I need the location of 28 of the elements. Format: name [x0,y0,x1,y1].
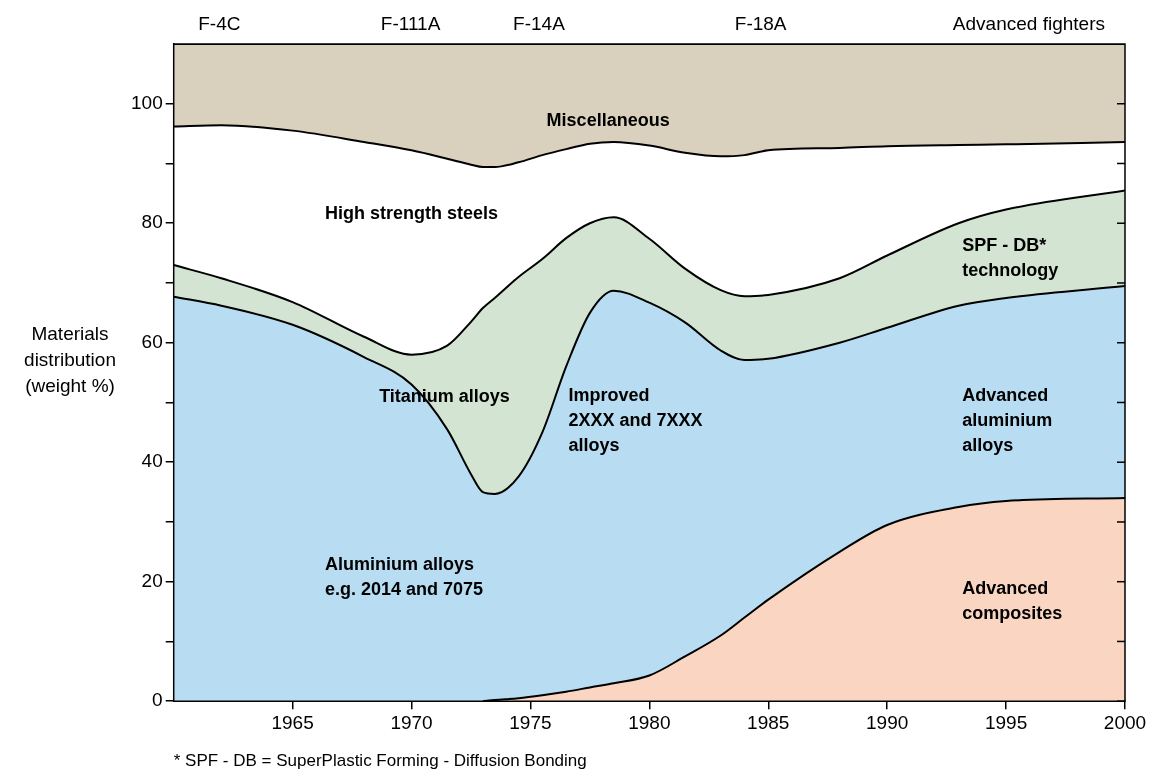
text: F-14A [513,12,566,34]
x-tick-label: 1995 [984,711,1028,733]
x-tick-label: 1975 [509,711,552,733]
y-tick-label: 40 [141,450,163,472]
y-tick-label: 0 [152,689,163,711]
x-tick-label: 1980 [628,711,671,733]
y-axis-title: Materials distribution (weight %) [24,322,116,396]
y-tick-label: 100 [131,91,163,113]
annotation: SPF - DB* technology [962,234,1059,280]
x-tick-label: 1990 [866,711,909,733]
text: F-111A [380,12,441,34]
annotation: Miscellaneous [546,109,670,130]
y-tick-label: 80 [141,211,163,233]
annotation: Improved 2XXX and 7XXX alloys [568,385,703,456]
text: * SPF - DB = SuperPlastic Forming - Diffusion Bonding [173,751,587,771]
y-tick-label: 20 [141,569,163,591]
annotation: High strength steels [324,203,498,224]
text: F-4C [198,12,241,34]
annotation: Advanced aluminium alloys [962,385,1053,456]
annotation: Aluminium alloys e.g. 2014 and 7075 [324,554,484,600]
x-tick-label: 2000 [1103,711,1147,733]
x-tick-label: 1970 [390,711,433,733]
text: Advanced fighters [952,12,1105,34]
y-tick-label: 60 [141,330,163,352]
x-tick-label: 1985 [747,711,790,733]
x-tick-label: 1965 [271,711,314,733]
annotation: Advanced composites [962,578,1063,624]
text: F-18A [734,12,787,34]
